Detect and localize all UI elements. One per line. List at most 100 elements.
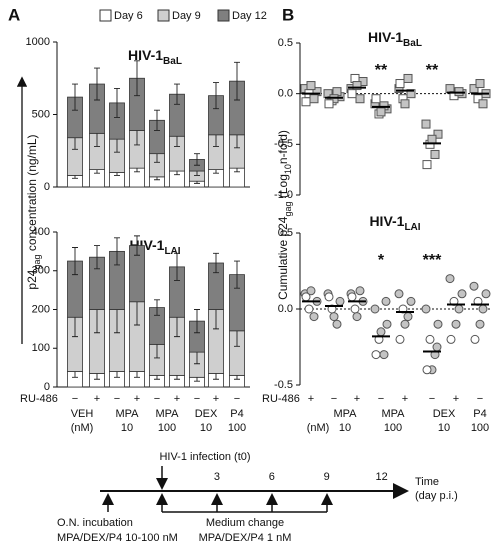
panel-label: B xyxy=(282,5,294,24)
y-tick-label: 200 xyxy=(32,303,50,315)
error-bar xyxy=(114,237,120,266)
y-tick-label: 0.5 xyxy=(278,227,293,239)
y-tick-label: 0 xyxy=(44,181,50,193)
error-bar xyxy=(94,245,100,270)
point xyxy=(481,289,491,299)
significance: * xyxy=(378,252,385,269)
timeline-label: MPA/DEX/P4 10-100 nM xyxy=(57,532,178,544)
point xyxy=(427,134,437,144)
error-bar xyxy=(134,235,140,256)
point xyxy=(332,319,342,329)
timeline-label: MPA/DEX/P4 1 nM xyxy=(199,532,292,544)
point xyxy=(403,73,413,83)
point xyxy=(371,94,381,104)
group-sublabel: (nM) xyxy=(307,422,330,434)
error-bar xyxy=(154,299,160,316)
point xyxy=(469,84,479,94)
point xyxy=(421,304,431,314)
point xyxy=(475,79,485,89)
point xyxy=(379,350,389,360)
point xyxy=(400,99,410,109)
group-sublabel: (nM) xyxy=(71,422,94,434)
x-tick-label: + xyxy=(134,393,140,405)
timeline-tick: 6 xyxy=(269,471,275,483)
x-tick-label: − xyxy=(114,393,120,405)
point xyxy=(306,81,316,91)
group-label: P4 xyxy=(473,408,486,420)
point xyxy=(400,319,410,329)
y-tick-label: -0.5 xyxy=(274,138,293,150)
group-sublabel: 10 xyxy=(200,422,212,434)
point xyxy=(355,94,365,104)
point xyxy=(457,289,467,299)
error-bar xyxy=(194,309,200,334)
point xyxy=(329,94,339,104)
point xyxy=(432,342,442,352)
axis-title-part: gag xyxy=(283,201,293,216)
point xyxy=(350,304,360,314)
significance: ** xyxy=(375,62,388,79)
significance: *** xyxy=(423,252,442,269)
axis-title: Cumulative p24gag (Log10n-fold) xyxy=(276,130,293,300)
x-tick-label: − xyxy=(234,393,240,405)
point xyxy=(301,292,311,302)
point xyxy=(347,292,357,302)
group-label: MPA xyxy=(381,408,405,420)
axis-title: p24gag concentration (ng/mL) xyxy=(25,134,42,289)
y-tick-label: -1.0 xyxy=(274,189,293,201)
group-label: DEX xyxy=(433,408,456,420)
title-main: HIV-1 xyxy=(368,29,403,45)
y-tick-label: 300 xyxy=(32,265,50,277)
group-sublabel: 10 xyxy=(438,422,450,434)
point xyxy=(433,319,443,329)
y-tick-label: 400 xyxy=(32,226,50,238)
point xyxy=(394,289,404,299)
point xyxy=(478,304,488,314)
timeline-tick: 9 xyxy=(324,471,330,483)
x-tick-label: − xyxy=(194,393,200,405)
point xyxy=(422,160,432,170)
error-bar xyxy=(213,252,219,274)
x-tick-label: − xyxy=(72,393,78,405)
point xyxy=(352,312,362,322)
group-label: DEX xyxy=(195,408,218,420)
error-bar xyxy=(72,83,78,111)
panel-label: A xyxy=(8,5,20,24)
point xyxy=(347,89,357,99)
legend-label: Day 6 xyxy=(114,10,143,22)
treatment-arrows xyxy=(102,493,333,513)
point xyxy=(309,312,319,322)
error-bar xyxy=(213,82,219,110)
point xyxy=(382,319,392,329)
point xyxy=(475,319,485,329)
y-tick-label: 0.0 xyxy=(278,303,293,315)
point xyxy=(324,99,334,109)
group-sublabel: 100 xyxy=(384,422,402,434)
error-bar xyxy=(234,61,240,101)
point xyxy=(304,304,314,314)
y-tick-label: 0.5 xyxy=(278,37,293,49)
point xyxy=(376,107,386,117)
axis-title-part: 10 xyxy=(283,164,293,174)
point xyxy=(451,319,461,329)
x-tick-label: + xyxy=(174,393,180,405)
group-label: MPA xyxy=(333,408,357,420)
point xyxy=(446,334,456,344)
point xyxy=(454,304,464,314)
point xyxy=(473,94,483,104)
x-tick-label: + xyxy=(94,393,100,405)
group-sublabel: 100 xyxy=(158,422,176,434)
error-bar xyxy=(194,153,200,166)
timeline-tick: 3 xyxy=(214,471,220,483)
x-tick-label: + xyxy=(402,393,408,405)
timeline-label: (day p.i.) xyxy=(415,490,458,502)
group-label: VEH xyxy=(71,408,94,420)
point xyxy=(433,129,443,139)
title-sub: LAI xyxy=(164,246,180,257)
x-tick-label: − xyxy=(477,393,483,405)
group-label: P4 xyxy=(230,408,243,420)
chart-title: HIV-1BaL xyxy=(368,29,422,49)
y-tick-label: 0 xyxy=(44,381,50,393)
point xyxy=(381,296,391,306)
point xyxy=(421,119,431,129)
